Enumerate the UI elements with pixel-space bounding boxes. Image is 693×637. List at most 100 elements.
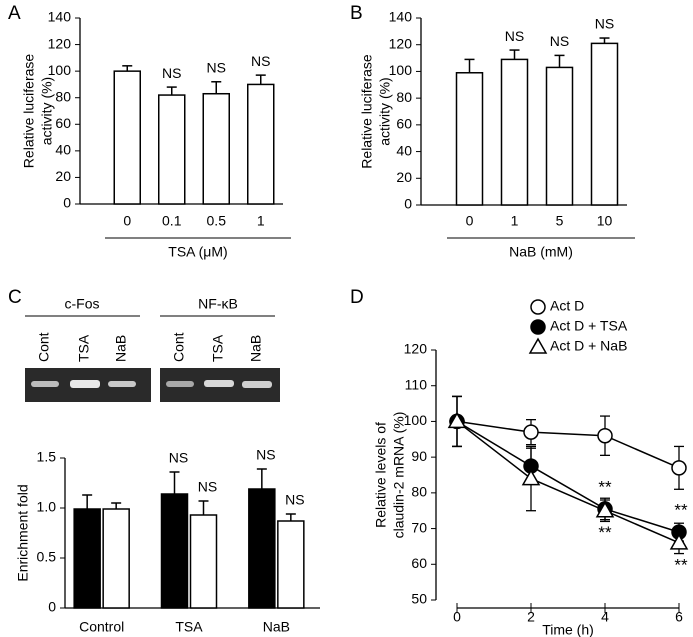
- line: [456, 420, 680, 533]
- y-tick-label: 40: [396, 142, 412, 158]
- annotation: NS: [162, 65, 181, 81]
- y-tick-label: 70: [411, 519, 427, 535]
- y-tick-label: 20: [396, 169, 412, 185]
- panel-label: C: [8, 287, 22, 308]
- gel-band: [166, 381, 194, 387]
- y-tick-label: 90: [411, 448, 427, 464]
- y-tick-label: 100: [48, 62, 72, 78]
- x-tick-label: TSA: [175, 619, 203, 635]
- lane-label: NaB: [248, 335, 264, 362]
- x-tick-label: 1: [257, 213, 265, 229]
- gel-band: [204, 380, 234, 387]
- y-axis-label: claudin-2 mRNA (%): [391, 412, 407, 539]
- x-tick-label: 10: [597, 213, 613, 229]
- marker: [597, 427, 613, 444]
- bar: [500, 58, 529, 206]
- y-tick-label: 120: [48, 35, 72, 51]
- x-tick-label: 6: [675, 609, 683, 625]
- bar: [102, 508, 130, 609]
- annotation: NS: [505, 28, 524, 44]
- y-tick-label: 60: [55, 115, 71, 131]
- lane-label: NaB: [113, 335, 129, 362]
- bar: [248, 488, 276, 609]
- bar: [545, 66, 574, 206]
- lane-label: Cont: [171, 332, 187, 362]
- annotation: **: [598, 477, 612, 496]
- y-tick-label: 40: [55, 142, 71, 158]
- annotation: NS: [251, 53, 270, 69]
- y-tick-label: 80: [411, 484, 427, 500]
- marker: [523, 424, 539, 440]
- y-tick-label: 1.0: [37, 499, 57, 515]
- y-tick-label: 100: [389, 62, 413, 78]
- annotation: **: [674, 501, 688, 520]
- marker: [669, 533, 689, 550]
- annotation: NS: [198, 479, 217, 495]
- y-tick-label: 20: [55, 168, 71, 184]
- y-tick-label: 0: [48, 599, 56, 615]
- y-tick-label: 110: [405, 376, 428, 392]
- gel-group-label: c-Fos: [65, 296, 100, 312]
- legend-marker: [528, 337, 548, 354]
- annotation: **: [598, 523, 612, 542]
- x-tick-label: 0: [453, 609, 461, 625]
- y-tick-label: 80: [55, 88, 71, 104]
- y-axis-label: Relative luciferase: [359, 54, 375, 169]
- legend-marker: [530, 299, 546, 315]
- gel-images: [25, 315, 280, 402]
- x-tick-label: 0.5: [207, 213, 227, 229]
- x-axis-label: TSA (μM): [168, 244, 227, 260]
- x-tick-label: 2: [527, 609, 535, 625]
- lane-label: TSA: [76, 334, 92, 362]
- annotation: NS: [550, 33, 569, 49]
- legend-label: Act D + TSA: [550, 318, 628, 334]
- y-tick-label: 120: [404, 341, 428, 357]
- gel-band: [242, 381, 272, 388]
- y-tick-label: 60: [396, 116, 412, 132]
- y-tick-label: 0: [63, 195, 71, 211]
- y-axis-label: activity (%): [377, 77, 393, 145]
- gel-band: [31, 381, 59, 387]
- y-tick-label: 140: [389, 9, 413, 25]
- y-axis-label: activity (%): [39, 77, 55, 145]
- marker: [671, 460, 687, 476]
- gel-band: [108, 381, 136, 387]
- panel-label: B: [350, 3, 363, 24]
- panel-label: A: [8, 3, 21, 24]
- y-tick-label: 140: [48, 9, 72, 25]
- bar: [113, 70, 141, 205]
- marker: [521, 469, 541, 486]
- x-axis-label: NaB (mM): [509, 244, 573, 260]
- y-tick-label: 100: [404, 412, 428, 428]
- x-tick-label: 0: [466, 213, 474, 229]
- bar: [247, 83, 275, 205]
- legend-label: Act D: [550, 298, 584, 314]
- bar: [158, 94, 186, 205]
- y-tick-label: 120: [389, 35, 413, 51]
- marker: [595, 501, 615, 518]
- gel-band: [70, 380, 100, 388]
- x-tick-label: NaB: [263, 619, 290, 635]
- annotation: **: [674, 555, 688, 574]
- marker: [447, 411, 467, 429]
- x-tick-label: 4: [601, 609, 609, 625]
- y-tick-label: 80: [396, 89, 412, 105]
- y-tick-label: 1.5: [37, 449, 57, 465]
- lane-label: TSA: [210, 334, 226, 362]
- panel-label: D: [350, 287, 364, 308]
- y-axis-label: Enrichment fold: [15, 484, 31, 581]
- bar: [73, 508, 101, 609]
- annotation: NS: [207, 59, 226, 75]
- bar: [590, 42, 619, 206]
- x-tick-label: 0.1: [162, 213, 182, 229]
- bar: [277, 520, 305, 609]
- y-tick-label: 60: [411, 555, 427, 571]
- gel-group-label: NF-κB: [198, 296, 238, 312]
- line: [456, 420, 680, 469]
- y-tick-label: 50: [411, 591, 427, 607]
- annotation: NS: [256, 447, 275, 463]
- y-tick-label: 0: [404, 196, 412, 212]
- annotation: NS: [595, 16, 614, 32]
- bar: [160, 493, 189, 609]
